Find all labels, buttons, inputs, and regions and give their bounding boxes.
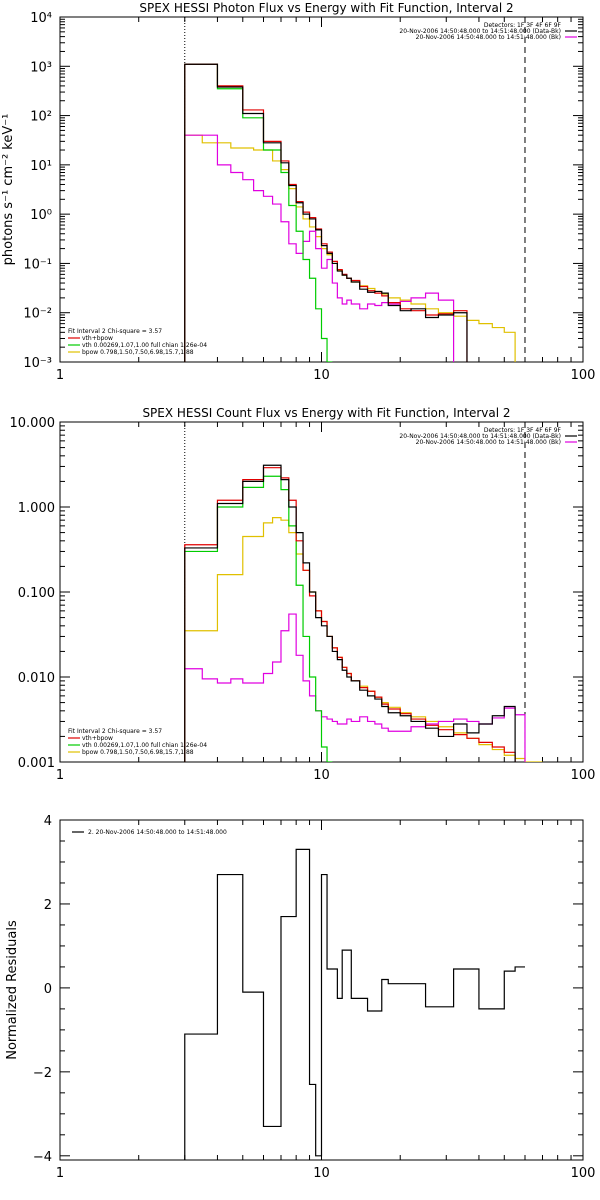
legend-entry: 20-Nov-2006 14:50:48.000 to 14:51:48.000…: [416, 439, 561, 446]
y-tick-label: 4: [44, 814, 52, 829]
y-tick-label: 10¹: [30, 159, 52, 174]
y-axis-label: photons s⁻¹ cm⁻² keV⁻¹: [1, 114, 16, 266]
y-tick-label: 10³: [30, 60, 52, 75]
x-tick-label: 10: [313, 1166, 330, 1181]
x-tick-label: 1: [56, 768, 64, 783]
series-bpow: [184, 134, 516, 362]
legend-entry: 20-Nov-2006 14:50:48.000 to 14:51:48.000…: [399, 28, 561, 35]
x-tick-label: 100: [571, 368, 596, 383]
y-tick-label: 0: [44, 982, 52, 997]
legend-entry: Fit Interval 2 Chi-square = 3.57: [68, 728, 162, 735]
x-tick-label: 100: [571, 1166, 596, 1181]
chart-title: SPEX HESSI Photon Flux vs Energy with Fi…: [139, 1, 513, 15]
y-tick-label: −4: [33, 1150, 52, 1165]
x-tick-label: 10: [313, 768, 330, 783]
series-bpow: [184, 517, 543, 762]
legend-entry: bpow 0.798,1.50,7.50,6.98,15.7,1.88: [82, 749, 194, 756]
legend-entry: Detectors: 1F 3F 4F 6F 9F: [484, 22, 562, 29]
y-tick-label: 10⁴: [30, 11, 52, 26]
y-tick-label: −2: [33, 1066, 52, 1081]
legend-entry: vth 0.00269,1.07,1.00 full chian 1.26e-0…: [82, 742, 207, 749]
legend-entry: 2. 20-Nov-2006 14:50:48.000 to 14:51:48.…: [88, 829, 227, 836]
y-tick-label: 10⁰: [30, 208, 52, 223]
series-vth-bpow: [184, 63, 468, 362]
series-vth-bpow: [184, 467, 516, 762]
y-tick-label: 0.100: [18, 586, 55, 601]
series-residuals: [184, 848, 525, 1160]
legend-entry: bpow 0.798,1.50,7.50,6.98,15.7,1.88: [82, 349, 194, 356]
series-background: [184, 134, 455, 362]
y-tick-label: 10²: [30, 110, 52, 125]
y-tick-label: 1.000: [18, 501, 55, 516]
y-tick-label: 10.000: [10, 416, 56, 431]
series-data: [184, 63, 468, 362]
y-tick-label: 2: [44, 898, 52, 913]
legend-entry: vth 0.00269,1.07,1.00 full chian 1.26e-0…: [82, 342, 207, 349]
legend-entry: 20-Nov-2006 14:50:48.000 to 14:51:48.000…: [399, 433, 561, 440]
legend-entry: 20-Nov-2006 14:50:48.000 to 14:51:48.000…: [416, 34, 561, 41]
series-vth: [184, 63, 333, 362]
series-background: [184, 613, 526, 762]
x-tick-label: 1: [56, 368, 64, 383]
chart-panel-1: SPEX HESSI Photon Flux vs Energy with Fi…: [1, 1, 595, 383]
series-vth: [184, 475, 333, 762]
y-axis-label: Normalized Residuals: [5, 920, 20, 1060]
chart-panel-3: Normalized Residuals 1 10 100 −4 −2 0 2 4 2. 20-N…: [5, 814, 595, 1181]
y-tick-label: 10⁻¹: [23, 257, 52, 272]
y-tick-label: 0.010: [18, 671, 55, 686]
legend-entry: vth+bpow: [82, 335, 113, 342]
legend-entry: Fit Interval 2 Chi-square = 3.57: [68, 328, 162, 335]
x-tick-label: 100: [571, 768, 596, 783]
y-tick-label: 10⁻²: [23, 307, 52, 322]
x-tick-label: 1: [56, 1166, 64, 1181]
x-tick-label: 10: [313, 368, 330, 383]
y-tick-label: 0.001: [18, 756, 55, 771]
legend-entry: Detectors: 1F 3F 4F 6F 9F: [484, 427, 562, 434]
legend-entry: vth+bpow: [82, 735, 113, 742]
series-data: [184, 464, 516, 762]
y-tick-label: 10⁻³: [23, 356, 52, 371]
chart-panel-2: SPEX HESSI Count Flux vs Energy with Fit…: [10, 406, 596, 783]
chart-title: SPEX HESSI Count Flux vs Energy with Fit…: [142, 406, 510, 420]
